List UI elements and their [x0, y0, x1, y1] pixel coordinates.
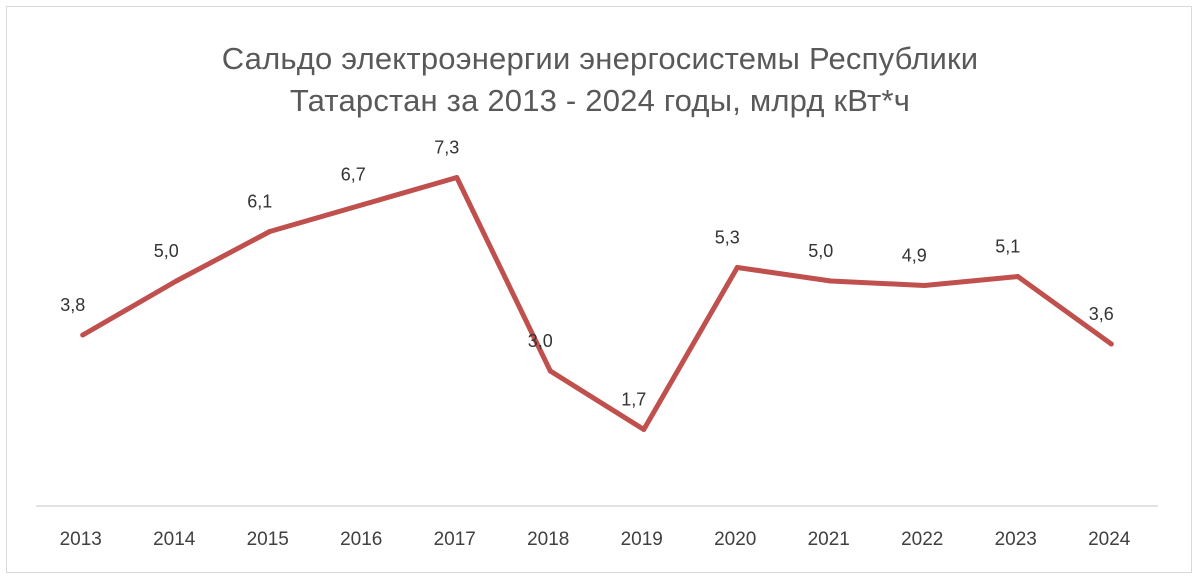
data-point-2013: [80, 332, 86, 338]
x-tick-label-2018: 2018: [527, 529, 569, 550]
data-label-2020: 5,3: [715, 228, 740, 248]
data-point-2021: [828, 278, 834, 284]
series-line: [80, 175, 1114, 432]
data-point-2020: [734, 265, 740, 270]
data-label-2015: 6,1: [247, 192, 272, 212]
data-label-2023: 5,1: [995, 237, 1020, 257]
data-point-2017: [454, 175, 460, 180]
x-tick-label-2015: 2015: [247, 529, 289, 550]
data-point-2023: [1015, 274, 1021, 279]
x-axis-tick-labels: 2013 2014 2015 2016 2017 2018 2019 2020 2021 2022…: [60, 529, 1131, 550]
x-tick-label-2024: 2024: [1088, 529, 1131, 550]
data-point-2016: [360, 202, 366, 207]
data-label-2019: 1,7: [621, 390, 646, 410]
x-tick-label-2017: 2017: [434, 529, 476, 550]
data-label-2013: 3,8: [60, 295, 85, 315]
x-tick-label-2020: 2020: [714, 529, 756, 550]
data-point-2015: [267, 229, 273, 234]
data-label-2014: 5,0: [154, 241, 179, 261]
data-label-2016: 6,7: [341, 165, 366, 185]
chart-frame: [6, 6, 1192, 573]
x-tick-label-2019: 2019: [621, 529, 663, 550]
chart-title: Сальдо электроэнергии энергосистемы Респ…: [0, 38, 1200, 122]
data-point-2024: [1108, 341, 1114, 347]
chart-title-line-2: Татарстан за 2013 - 2024 годы, млрд кВт*…: [289, 83, 911, 118]
series-line-group: [80, 175, 1114, 432]
data-label-2024: 3,6: [1089, 304, 1114, 324]
data-labels: 3,8 5,0 6,1 6,7 7,3 3,0 1,7 5,3 5,0 4,9 5,1 3,6: [60, 138, 1114, 410]
data-point-2014: [173, 278, 179, 284]
x-tick-label-2013: 2013: [60, 529, 102, 550]
x-tick-label-2021: 2021: [808, 529, 850, 550]
data-label-2022: 4,9: [902, 246, 927, 266]
chart-title-line-1: Сальдо электроэнергии энергосистемы Респ…: [221, 41, 979, 76]
data-label-2017: 7,3: [434, 138, 459, 158]
x-tick-label-2016: 2016: [340, 529, 382, 550]
data-point-2022: [921, 283, 927, 288]
data-label-2018: 3,0: [528, 331, 553, 351]
x-tick-label-2023: 2023: [995, 529, 1037, 550]
data-point-2018: [547, 368, 553, 374]
data-label-2021: 5,0: [808, 241, 833, 261]
x-tick-label-2022: 2022: [901, 529, 943, 550]
data-point-2019: [641, 427, 647, 432]
x-tick-label-2014: 2014: [153, 529, 196, 550]
